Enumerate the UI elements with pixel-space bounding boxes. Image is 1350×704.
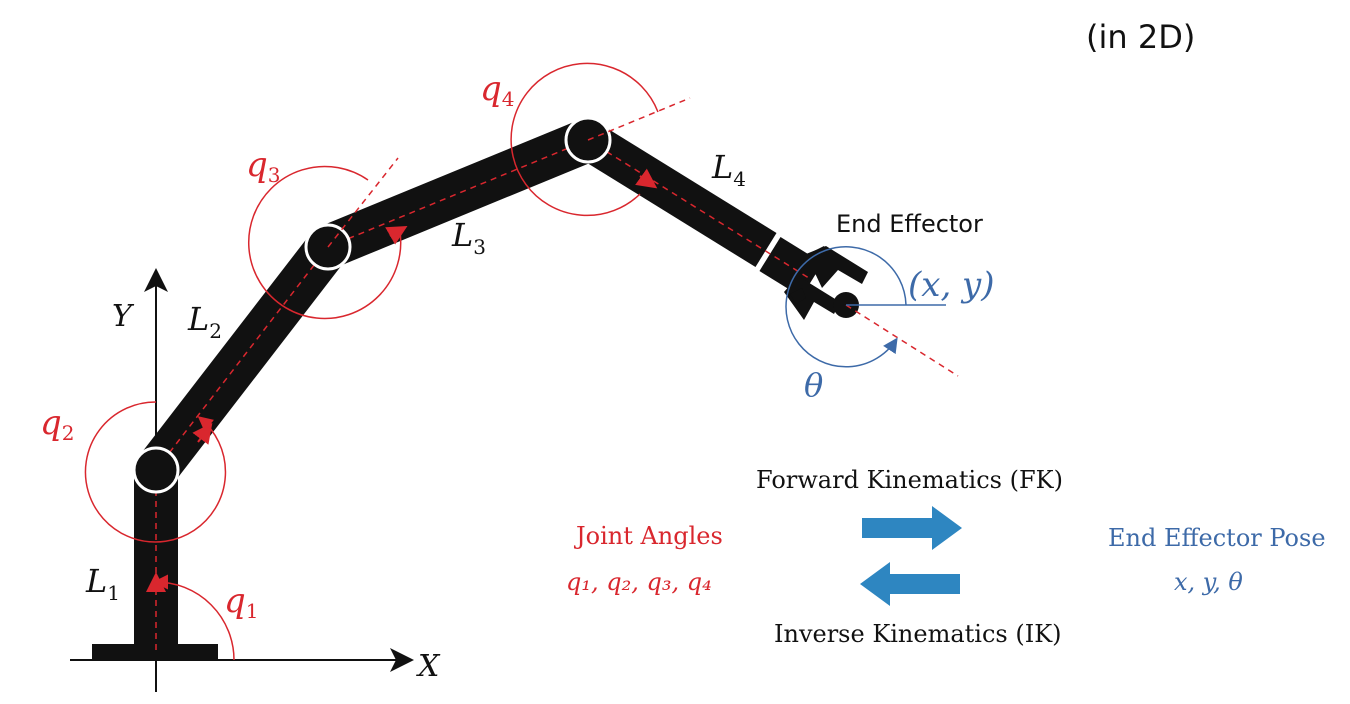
q2-label: q2: [40, 403, 75, 445]
links: [134, 119, 823, 652]
inverse-kinematics-label: Inverse Kinematics (IK): [774, 620, 1062, 648]
q1-label: q1: [224, 581, 259, 623]
l1-label: L1: [85, 562, 120, 605]
end-effector-xy-label: (x, y): [908, 265, 995, 305]
link-labels: L1 L2 L3 L4: [85, 148, 746, 605]
link-2: [138, 233, 346, 484]
end-effector-label: End Effector: [836, 210, 983, 238]
gripper: [784, 246, 868, 320]
joint-angles-values: q₁, q₂, q₃, q₄: [566, 568, 712, 596]
link-centerlines: [155, 139, 813, 650]
x-axis-label: X: [416, 649, 441, 684]
q3-label: q3: [246, 145, 281, 187]
angle-arcs: [84, 62, 659, 661]
y-axis-label: Y: [112, 299, 135, 334]
end-effector-pose-values: x, y, θ: [1174, 568, 1243, 596]
joint-labels: q1 q2 q3 q4: [40, 69, 515, 623]
kinematics-arrows: [860, 506, 962, 606]
theta-label: θ: [804, 366, 823, 404]
theta-indicator: [785, 246, 946, 368]
q4-label: q4: [480, 69, 515, 111]
in-2d-note: (in 2D): [1086, 18, 1196, 56]
l3-label: L3: [451, 216, 486, 259]
joint-2: [132, 446, 180, 494]
forward-kinematics-label: Forward Kinematics (FK): [756, 466, 1063, 494]
l2-label: L2: [187, 300, 222, 343]
fk-arrow: [862, 506, 962, 550]
end-effector-pose-title: End Effector Pose: [1108, 524, 1326, 552]
ik-arrow: [860, 562, 960, 606]
l4-label: L4: [711, 148, 746, 191]
reference-lines: [327, 97, 959, 377]
joint-angles-title: Joint Angles: [573, 522, 723, 550]
